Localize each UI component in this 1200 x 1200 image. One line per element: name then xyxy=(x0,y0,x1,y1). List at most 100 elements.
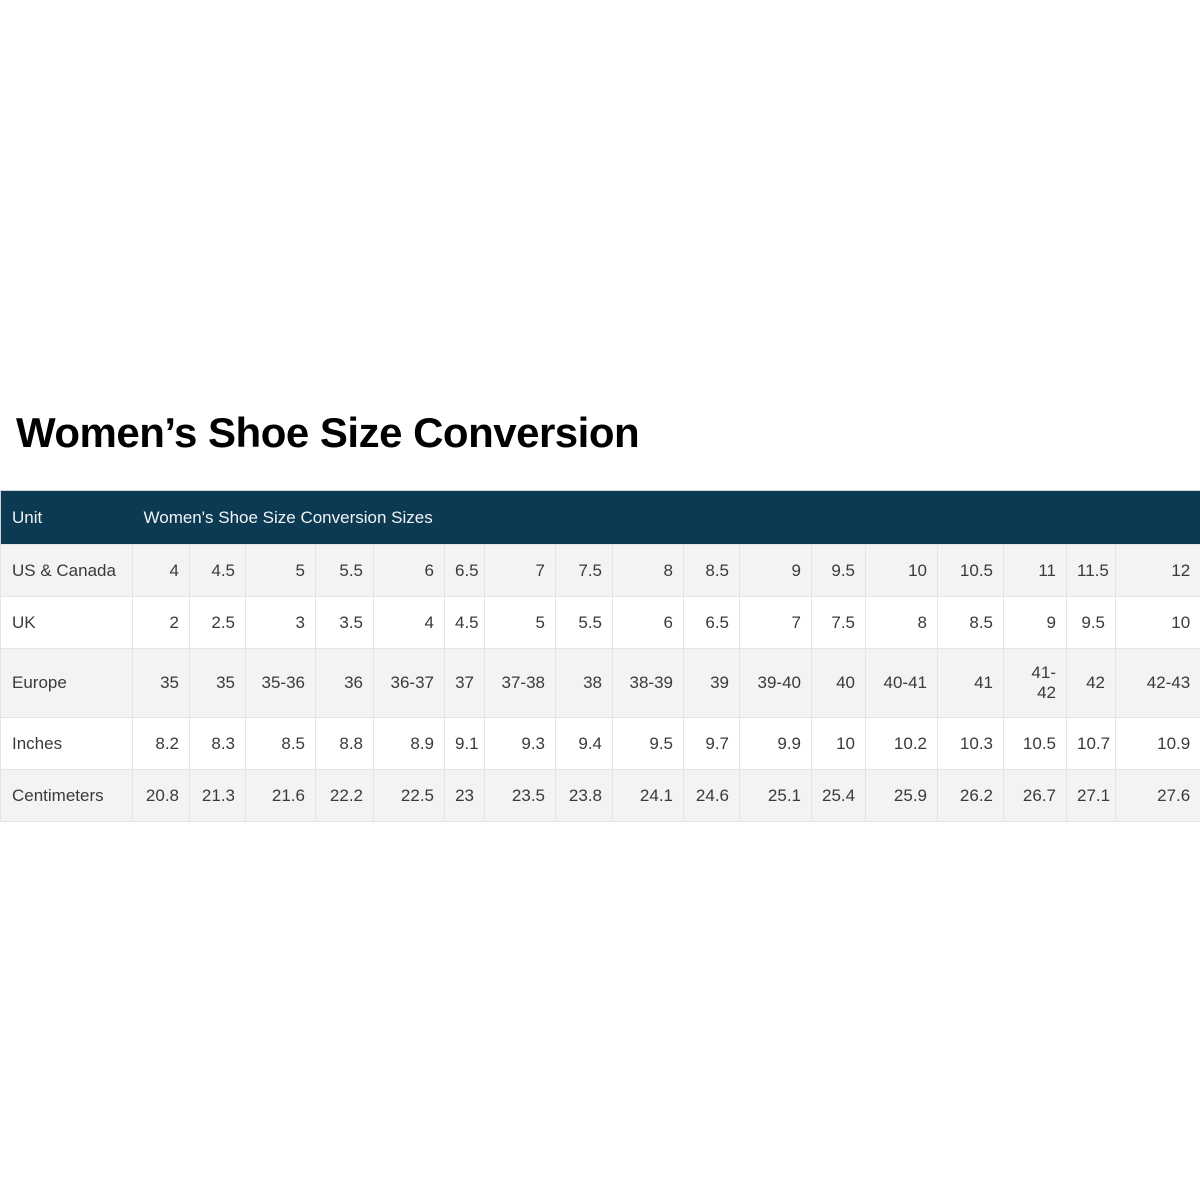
size-value-cell: 5 xyxy=(245,544,316,597)
size-value-cell: 6 xyxy=(612,596,684,649)
size-value-cell: 40 xyxy=(811,648,866,718)
size-value-cell: 20.8 xyxy=(132,769,190,822)
size-value-cell: 10.9 xyxy=(1114,717,1200,770)
size-value-cell: 38-39 xyxy=(612,648,684,718)
size-value-cell: 26.7 xyxy=(1003,769,1067,822)
row-label-cell: Centimeters xyxy=(0,769,133,822)
size-value-cell: 37-38 xyxy=(484,648,556,718)
size-value-cell: 10.7 xyxy=(1066,717,1116,770)
size-value-cell: 10 xyxy=(1114,596,1200,649)
size-value-cell: 4.5 xyxy=(189,544,246,597)
size-value-cell: 12 xyxy=(1114,544,1200,597)
table-row: Centimeters 20.8 21.3 21.6 22.2 22.5 23 23.5 23.… xyxy=(0,769,1200,822)
size-value-cell: 9 xyxy=(739,544,812,597)
size-value-cell: 5.5 xyxy=(315,544,374,597)
row-label-cell: Inches xyxy=(0,717,133,770)
size-value-cell: 27.1 xyxy=(1066,769,1116,822)
size-value-cell: 8.9 xyxy=(373,717,445,770)
size-value-cell: 27.6 xyxy=(1114,769,1200,822)
size-value-cell: 4.5 xyxy=(444,596,485,649)
size-value-cell: 22.2 xyxy=(315,769,374,822)
size-value-cell: 7.5 xyxy=(811,596,866,649)
size-value-cell: 22.5 xyxy=(373,769,445,822)
size-value-cell: 6.5 xyxy=(444,544,485,597)
size-value-cell: 6.5 xyxy=(683,596,740,649)
size-value-cell: 10.3 xyxy=(937,717,1004,770)
size-value-cell: 25.1 xyxy=(739,769,812,822)
table-row: US & Canada 4 4.5 5 5.5 6 6.5 7 7.5 8 8.5 9 9.5 10 10.… xyxy=(0,544,1200,597)
size-value-cell: 23.5 xyxy=(484,769,556,822)
size-value-cell: 8.5 xyxy=(937,596,1004,649)
size-value-cell: 40-41 xyxy=(865,648,938,718)
table-row: Europe 35 35 35-36 36 36-37 37 37-38 38 38-39 39 39… xyxy=(0,648,1200,718)
size-value-cell: 37 xyxy=(444,648,485,718)
size-value-cell: 39-40 xyxy=(739,648,812,718)
size-value-cell: 8.2 xyxy=(132,717,190,770)
size-value-cell: 39 xyxy=(683,648,740,718)
row-label-cell: UK xyxy=(0,596,133,649)
shoe-size-conversion-table: Unit Women's Shoe Size Conversion Sizes … xyxy=(0,490,1200,822)
size-value-cell: 7 xyxy=(739,596,812,649)
size-value-cell: 9.4 xyxy=(555,717,613,770)
size-value-cell: 35-36 xyxy=(245,648,316,718)
size-value-cell: 23.8 xyxy=(555,769,613,822)
size-value-cell: 8.3 xyxy=(189,717,246,770)
table-row: UK 2 2.5 3 3.5 4 4.5 5 5.5 6 6.5 7 7.5 8 8.5 9 9.5 10 xyxy=(0,596,1200,649)
page-title: Women’s Shoe Size Conversion xyxy=(16,409,640,456)
sizes-header-cell: Women's Shoe Size Conversion Sizes xyxy=(132,490,1200,545)
size-value-cell: 35 xyxy=(132,648,190,718)
size-value-cell: 24.1 xyxy=(612,769,684,822)
size-value-cell: 2 xyxy=(132,596,190,649)
size-value-cell: 4 xyxy=(132,544,190,597)
size-value-cell: 5 xyxy=(484,596,556,649)
table-body: US & Canada 4 4.5 5 5.5 6 6.5 7 7.5 8 8.5 9 9.5 10 10.… xyxy=(0,544,1200,822)
size-value-cell: 8.5 xyxy=(245,717,316,770)
size-value-cell: 9.5 xyxy=(612,717,684,770)
size-value-cell: 25.4 xyxy=(811,769,866,822)
size-value-cell: 41-42 xyxy=(1003,648,1067,718)
row-label-cell: Europe xyxy=(0,648,133,718)
size-value-cell: 10.2 xyxy=(865,717,938,770)
table-row: Inches 8.2 8.3 8.5 8.8 8.9 9.1 9.3 9.4 9.5 9.7 9.9 1… xyxy=(0,717,1200,770)
size-value-cell: 5.5 xyxy=(555,596,613,649)
row-label-cell: US & Canada xyxy=(0,544,133,597)
size-value-cell: 41 xyxy=(937,648,1004,718)
size-value-cell: 42-43 xyxy=(1114,648,1200,718)
size-value-cell: 8 xyxy=(865,596,938,649)
table-header-row: Unit Women's Shoe Size Conversion Sizes xyxy=(0,490,1200,545)
size-value-cell: 9.3 xyxy=(484,717,556,770)
size-value-cell: 25.9 xyxy=(865,769,938,822)
size-value-cell: 9.7 xyxy=(683,717,740,770)
size-value-cell: 6 xyxy=(373,544,445,597)
size-value-cell: 35 xyxy=(189,648,246,718)
size-value-cell: 21.6 xyxy=(245,769,316,822)
size-value-cell: 42 xyxy=(1066,648,1116,718)
size-value-cell: 2.5 xyxy=(189,596,246,649)
size-value-cell: 8.8 xyxy=(315,717,374,770)
size-value-cell: 8.5 xyxy=(683,544,740,597)
size-value-cell: 36-37 xyxy=(373,648,445,718)
table-header: Unit Women's Shoe Size Conversion Sizes xyxy=(0,490,1200,545)
size-value-cell: 10 xyxy=(865,544,938,597)
size-value-cell: 7.5 xyxy=(555,544,613,597)
size-value-cell: 38 xyxy=(555,648,613,718)
size-value-cell: 10 xyxy=(811,717,866,770)
size-value-cell: 11.5 xyxy=(1066,544,1116,597)
unit-header-cell: Unit xyxy=(0,490,133,545)
size-value-cell: 26.2 xyxy=(937,769,1004,822)
size-value-cell: 24.6 xyxy=(683,769,740,822)
size-value-cell: 21.3 xyxy=(189,769,246,822)
size-value-cell: 9.1 xyxy=(444,717,485,770)
size-value-cell: 9 xyxy=(1003,596,1067,649)
size-value-cell: 36 xyxy=(315,648,374,718)
size-value-cell: 23 xyxy=(444,769,485,822)
size-value-cell: 10.5 xyxy=(937,544,1004,597)
size-value-cell: 3.5 xyxy=(315,596,374,649)
size-value-cell: 8 xyxy=(612,544,684,597)
size-value-cell: 4 xyxy=(373,596,445,649)
size-value-cell: 10.5 xyxy=(1003,717,1067,770)
size-value-cell: 3 xyxy=(245,596,316,649)
size-value-cell: 9.5 xyxy=(1066,596,1116,649)
size-value-cell: 7 xyxy=(484,544,556,597)
